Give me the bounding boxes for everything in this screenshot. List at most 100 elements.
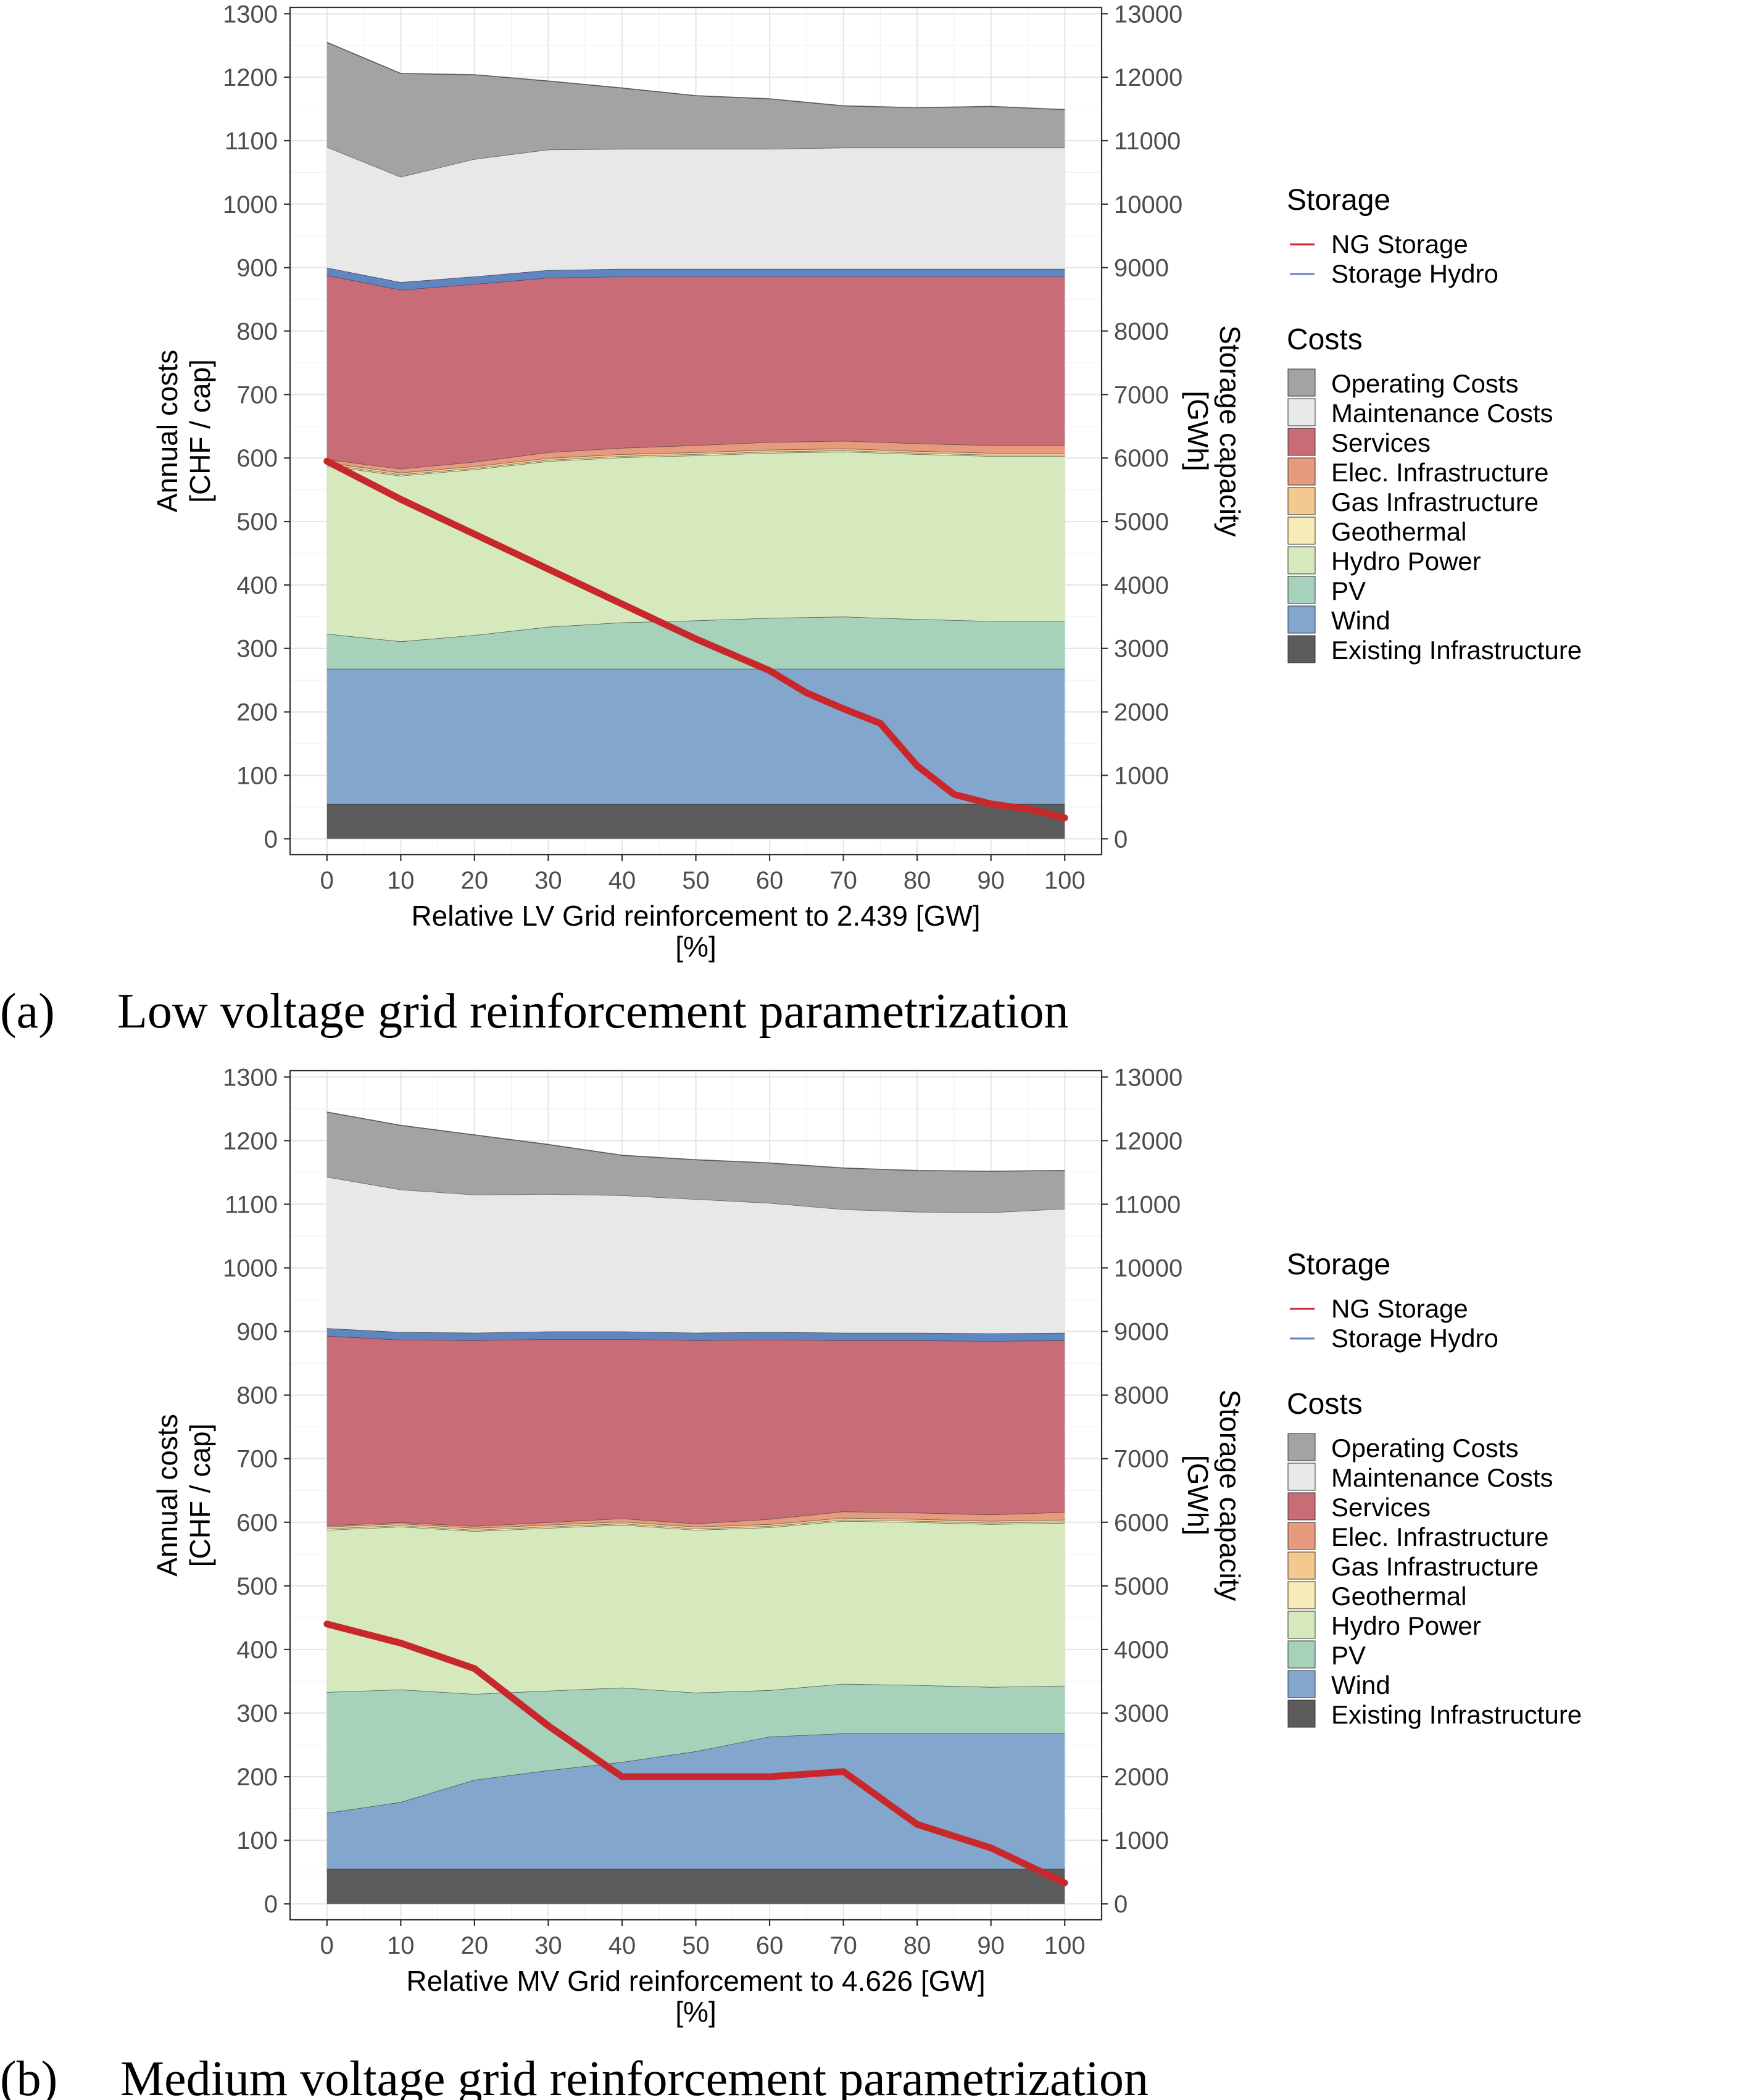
y2-tick-label: 13000 bbox=[1114, 1064, 1182, 1091]
legend-label-hydro-power: Hydro Power bbox=[1331, 547, 1481, 576]
point-ng-storage bbox=[326, 1624, 328, 1625]
y-tick-label: 700 bbox=[236, 1446, 278, 1473]
y2-axis-unit: [GWh] bbox=[1182, 1455, 1214, 1535]
y-axis-ticks: 0 100 200 300 400 500 600 700 800 900 1000 1100 1200… bbox=[223, 1064, 290, 1918]
point-ng-storage bbox=[769, 670, 770, 671]
y-tick-label: 1100 bbox=[225, 1191, 278, 1218]
y2-tick-label: 6000 bbox=[1114, 445, 1169, 472]
legend-key-maintenance-costs bbox=[1287, 398, 1316, 426]
y-tick-label: 900 bbox=[236, 1319, 278, 1346]
legend-label-hydro-power: Hydro Power bbox=[1331, 1611, 1481, 1640]
legend-key-pv bbox=[1287, 1640, 1316, 1669]
point-ng-storage bbox=[769, 1776, 770, 1777]
panel-b: 0 10 20 30 40 50 60 70 80 90 100010020030040050060… bbox=[0, 1064, 1582, 2100]
point-ng-storage bbox=[991, 1848, 992, 1849]
y-tick-label: 600 bbox=[236, 445, 278, 472]
area-pv bbox=[326, 616, 1065, 669]
legend-label-existing-infrastructure: Existing Infrastructure bbox=[1331, 1700, 1582, 1729]
y-tick-label: 200 bbox=[236, 1764, 278, 1791]
x-tick-label: 10 bbox=[387, 1932, 415, 1959]
panel-caption-text: Medium voltage grid reinforcement parame… bbox=[120, 2052, 1149, 2100]
legend-key-gas-infrastructure bbox=[1287, 487, 1316, 515]
y2-tick-label: 3000 bbox=[1114, 636, 1169, 663]
area-hydro-power bbox=[326, 451, 1065, 642]
y2-tick-label: 6000 bbox=[1114, 1509, 1169, 1537]
y2-tick-label: 9000 bbox=[1114, 1319, 1169, 1346]
point-ng-storage bbox=[547, 568, 549, 570]
y-tick-label: 1200 bbox=[223, 64, 278, 91]
y-tick-label: 1300 bbox=[223, 1, 278, 28]
x-axis-ticks: 0 10 20 30 40 50 60 70 80 90 100 bbox=[320, 1920, 1086, 1959]
x-tick-label: 10 bbox=[387, 867, 415, 894]
y-tick-label: 700 bbox=[236, 381, 278, 409]
y2-tick-label: 11000 bbox=[1114, 1191, 1181, 1218]
x-axis-title: Relative LV Grid reinforcement to 2.439 … bbox=[411, 900, 980, 932]
point-ng-storage bbox=[991, 803, 992, 805]
x-tick-label: 100 bbox=[1044, 1932, 1086, 1959]
legend-label-wind: Wind bbox=[1331, 606, 1390, 635]
legend-label-maintenance-costs: Maintenance Costs bbox=[1331, 1463, 1553, 1492]
line-ng-storage bbox=[323, 1621, 1068, 1886]
y-tick-label: 800 bbox=[236, 318, 278, 346]
y2-axis-title: Storage capacity bbox=[1214, 325, 1246, 537]
y-tick-label: 0 bbox=[264, 826, 278, 853]
point-ng-storage bbox=[916, 1824, 918, 1825]
legend-title-costs: Costs bbox=[1287, 1388, 1363, 1421]
stacked-areas bbox=[326, 41, 1065, 839]
panel-caption-label: (a) bbox=[0, 984, 55, 1039]
legend-key-elec-infrastructure bbox=[1287, 457, 1316, 486]
y2-tick-label: 10000 bbox=[1114, 191, 1182, 218]
y2-axis-unit: [GWh] bbox=[1182, 391, 1214, 471]
x-tick-label: 40 bbox=[609, 1932, 636, 1959]
x-tick-label: 60 bbox=[756, 867, 784, 894]
point-ng-storage bbox=[621, 1776, 623, 1777]
storage-lines bbox=[323, 457, 1068, 821]
area-wind bbox=[326, 668, 1065, 804]
legend-label-wind: Wind bbox=[1331, 1670, 1390, 1700]
y2-tick-label: 7000 bbox=[1114, 381, 1169, 409]
area-operating-costs bbox=[326, 42, 1065, 177]
point-ng-storage bbox=[953, 794, 955, 795]
y-tick-label: 200 bbox=[236, 699, 278, 726]
legend-label-gas-infrastructure: Gas Infrastructure bbox=[1331, 1552, 1539, 1581]
y-axis-ticks: 0 100 200 300 400 500 600 700 800 900 1000 1100 1200… bbox=[223, 1, 290, 853]
y-tick-label: 1100 bbox=[225, 128, 278, 155]
legend-key-pv bbox=[1287, 576, 1316, 604]
legend-key-gas-infrastructure bbox=[1287, 1551, 1316, 1580]
area-services bbox=[326, 275, 1065, 469]
y-tick-label: 1000 bbox=[223, 191, 278, 218]
y2-tick-label: 13000 bbox=[1114, 1, 1182, 28]
x-tick-label: 90 bbox=[977, 867, 1005, 894]
legend-key-elec-infrastructure bbox=[1287, 1522, 1316, 1550]
x-axis-unit: [%] bbox=[675, 1996, 716, 2028]
y-tick-label: 600 bbox=[236, 1509, 278, 1537]
point-ng-storage bbox=[806, 692, 807, 694]
legend-key-wind bbox=[1287, 605, 1316, 634]
point-ng-storage bbox=[879, 723, 881, 724]
x-axis-title: Relative MV Grid reinforcement to 4.626 … bbox=[406, 1965, 985, 1997]
x-tick-label: 30 bbox=[534, 1932, 562, 1959]
legend-label-maintenance-costs: Maintenance Costs bbox=[1331, 399, 1553, 428]
y-axis-title: Annual costs bbox=[151, 1414, 183, 1576]
area-edge-operating-costs bbox=[326, 41, 1065, 110]
legend-label-pv: PV bbox=[1331, 576, 1366, 605]
y2-tick-label: 4000 bbox=[1114, 572, 1169, 599]
x-tick-label: 40 bbox=[609, 867, 636, 894]
point-ng-storage bbox=[326, 460, 328, 462]
legend-label-services: Services bbox=[1331, 428, 1431, 457]
point-ng-storage bbox=[696, 638, 697, 639]
y2-tick-label: 0 bbox=[1114, 826, 1128, 853]
y-tick-label: 1200 bbox=[223, 1127, 278, 1155]
legend-label-services: Services bbox=[1331, 1493, 1431, 1522]
y-tick-label: 800 bbox=[236, 1382, 278, 1409]
x-tick-label: 70 bbox=[829, 867, 857, 894]
x-tick-label: 50 bbox=[682, 867, 710, 894]
area-pv bbox=[326, 1683, 1065, 1813]
y2-tick-label: 4000 bbox=[1114, 1637, 1169, 1664]
legend-key-geothermal bbox=[1287, 1581, 1316, 1609]
legend-key-services bbox=[1287, 1492, 1316, 1521]
point-ng-storage bbox=[547, 1725, 549, 1727]
legend-key-existing-infrastructure bbox=[1287, 1700, 1316, 1728]
x-tick-label: 100 bbox=[1044, 867, 1086, 894]
legend-key-operating-costs bbox=[1287, 368, 1316, 397]
